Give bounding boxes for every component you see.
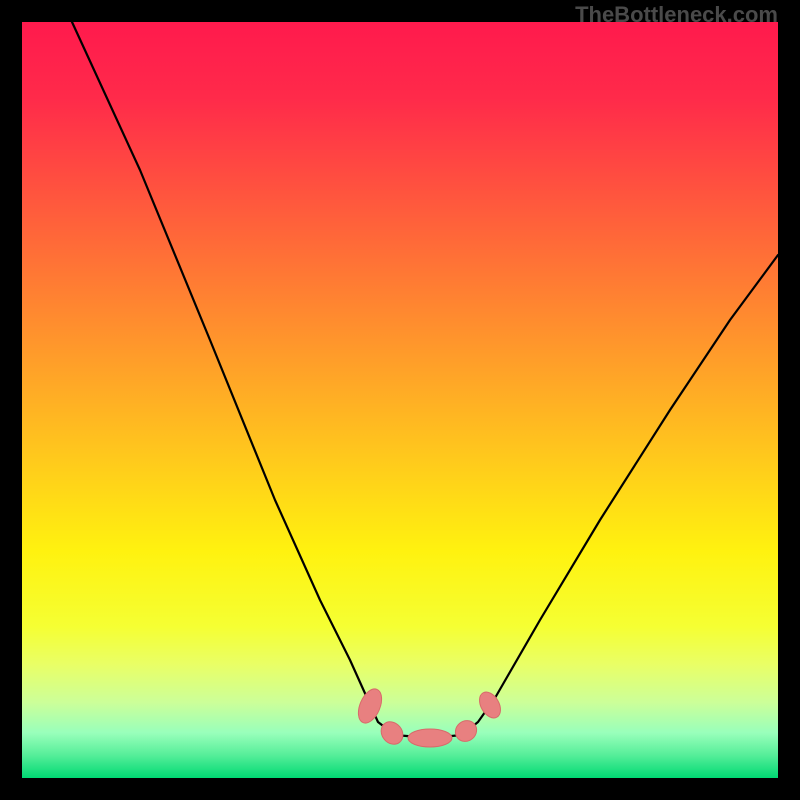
- chart-frame: TheBottleneck.com: [0, 0, 800, 800]
- chart-svg: [0, 0, 800, 800]
- floor-marker: [408, 729, 452, 747]
- gradient-background: [22, 22, 778, 778]
- watermark-text: TheBottleneck.com: [575, 2, 778, 28]
